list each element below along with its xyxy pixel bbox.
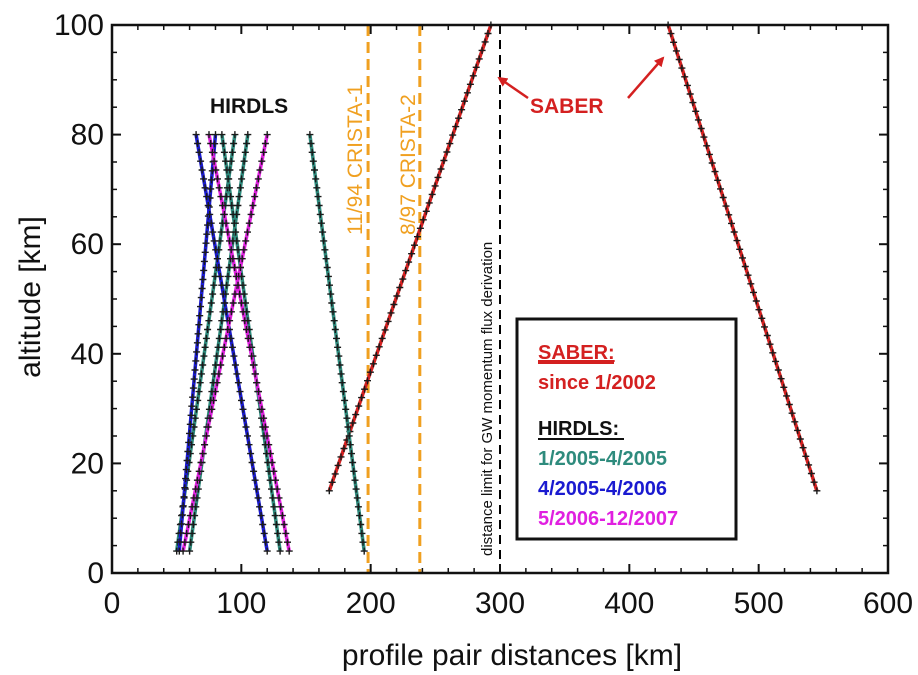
hirdls-series-9 bbox=[205, 131, 293, 555]
y-tick-label: 20 bbox=[71, 447, 104, 480]
legend: SABER: since 1/2002 HIRDLS: 1/2005-4/200… bbox=[515, 317, 738, 541]
legend-box bbox=[515, 317, 738, 541]
legend-entry-1: 1/2005-4/2005 bbox=[538, 448, 667, 470]
crista-1-label: 11/94 CRISTA-1 bbox=[344, 84, 367, 235]
hirdls-series-5 bbox=[306, 131, 368, 555]
hirdls-series-8 bbox=[179, 131, 271, 555]
crista-2-label: 8/97 CRISTA-2 bbox=[397, 94, 420, 235]
hirdls-point-markers bbox=[175, 131, 219, 555]
x-tick-label: 600 bbox=[863, 587, 913, 620]
saber-series-0 bbox=[325, 21, 495, 495]
legend-entry-2: 4/2005-4/2006 bbox=[538, 478, 667, 500]
legend-saber-period: since 1/2002 bbox=[538, 372, 656, 394]
x-tick-label: 500 bbox=[734, 587, 784, 620]
legend-entry-3: 5/2006-12/2007 bbox=[538, 508, 678, 530]
series-lines bbox=[173, 21, 821, 555]
y-tick-label: 100 bbox=[54, 9, 104, 42]
vertical-lines bbox=[366, 25, 501, 573]
y-tick-label: 80 bbox=[71, 119, 104, 152]
saber-arrow-right bbox=[627, 56, 665, 99]
x-tick-label: 200 bbox=[346, 587, 396, 620]
y-tick-label: 40 bbox=[71, 338, 104, 371]
x-tick-label: 400 bbox=[604, 587, 654, 620]
hirdls-annotation: HIRDLS bbox=[210, 95, 288, 118]
x-tick-label: 100 bbox=[216, 587, 266, 620]
x-axis-label: profile pair distances [km] bbox=[342, 639, 682, 672]
saber-annotation: SABER bbox=[530, 95, 604, 118]
y-tick-label: 60 bbox=[71, 228, 104, 261]
axis-ticks: 0 100 200 300 400 500 600 0 20 40 60 80 100 bbox=[54, 9, 913, 620]
legend-saber-title: SABER: bbox=[538, 342, 615, 364]
saber-series-1 bbox=[664, 21, 821, 495]
y-tick-label: 0 bbox=[87, 557, 104, 590]
x-tick-label: 300 bbox=[475, 587, 525, 620]
hirdls-point-markers bbox=[205, 131, 293, 555]
saber-point-markers bbox=[325, 21, 495, 495]
hirdls-point-markers bbox=[179, 131, 271, 555]
y-axis-label: altitude [km] bbox=[14, 216, 47, 378]
legend-hirdls-title: HIRDLS: bbox=[538, 418, 619, 440]
x-tick-label: 0 bbox=[104, 587, 121, 620]
saber-arrow-left bbox=[497, 76, 529, 100]
distance-limit-label: distance limit for GW momentum flux deri… bbox=[479, 242, 496, 556]
hirdls-point-markers bbox=[306, 131, 368, 555]
